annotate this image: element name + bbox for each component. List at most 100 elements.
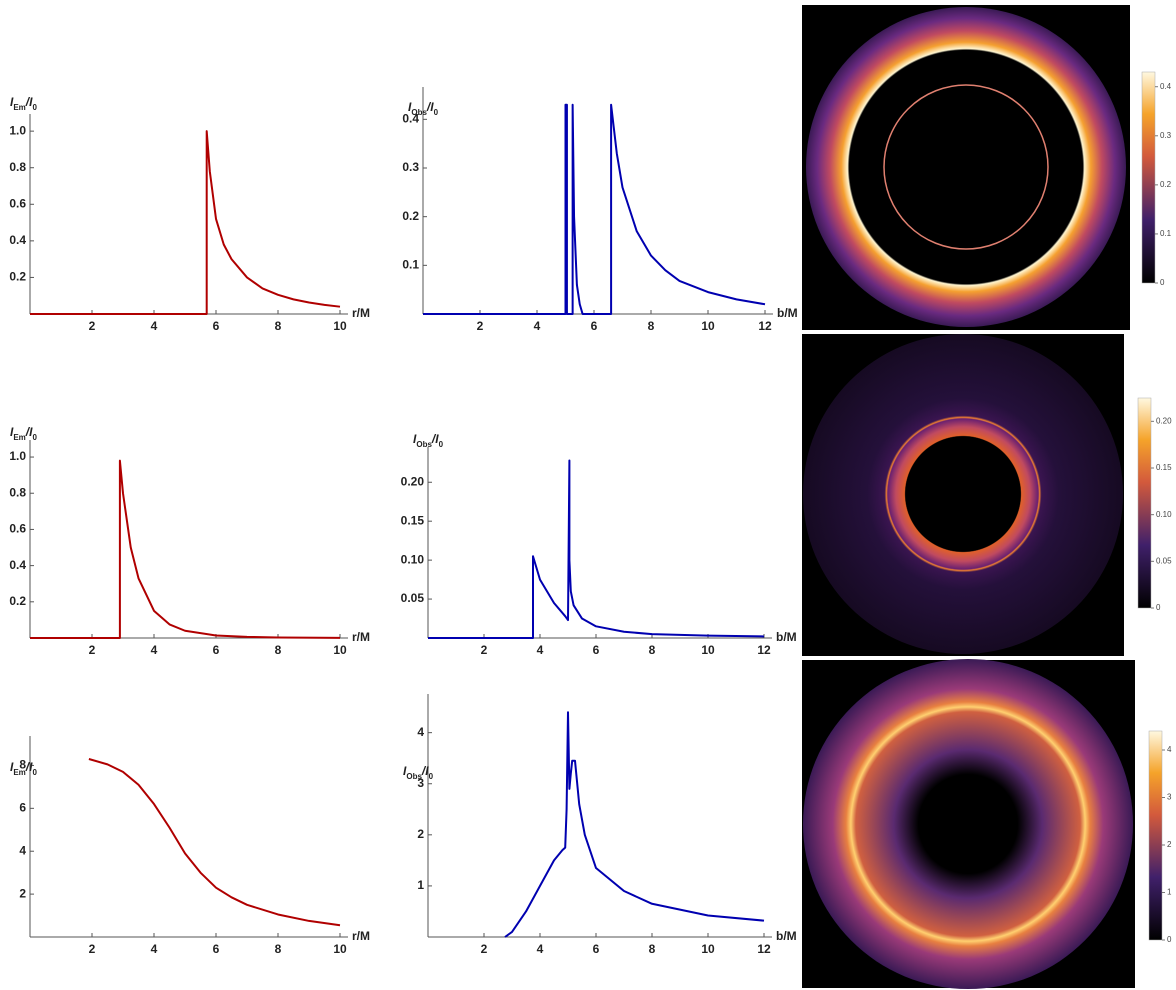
y-tick-label: 0.2 [9, 270, 26, 284]
data-line [88, 758, 341, 927]
y-axis-label-part: 0 [434, 108, 439, 117]
x-tick-label: 8 [649, 942, 656, 956]
x-tick-label: 10 [701, 942, 715, 956]
y-tick-label: 0.4 [9, 558, 26, 572]
x-tick-label: 8 [275, 942, 282, 956]
data-line [30, 130, 341, 315]
x-axis-label: r/M [352, 630, 370, 644]
y-axis-label-part: I [10, 760, 14, 774]
x-axis-label: b/M [776, 630, 797, 644]
x-axis-label: r/M [352, 929, 370, 943]
data-line [423, 103, 766, 315]
y-tick-label: 0.05 [401, 591, 425, 605]
data-line [504, 711, 765, 938]
line-chart: 2 4 6 8 10 0.2 0.4 0.6 0.8 1.0 r/M IEm/I0 [9, 425, 370, 657]
y-tick-label: 8 [19, 758, 26, 772]
x-tick-label: 8 [649, 643, 656, 657]
x-tick-label: 6 [213, 319, 220, 333]
line-chart: 2 4 6 8 10 0.2 0.4 0.6 0.8 1.0 r/M IEm/I0 [9, 95, 370, 333]
x-tick-label: 2 [89, 643, 96, 657]
y-axis-label: IObs/I0 [403, 764, 434, 780]
colorbar-tick-label: 0.20 [1156, 416, 1172, 425]
y-axis-label-part: I [408, 100, 412, 114]
y-axis-label-part: 0 [439, 440, 444, 449]
y-tick-label: 0.2 [402, 209, 419, 223]
y-tick-label: 0.20 [401, 474, 425, 488]
x-tick-label: 12 [758, 319, 772, 333]
y-axis-label-part: I [403, 764, 407, 778]
y-axis-label-part: Obs [411, 108, 427, 117]
colorbar: 0 0.1 0.2 0.3 0.4 [1141, 71, 1172, 287]
y-tick-label: 2 [19, 886, 26, 900]
y-axis-label-part: Obs [416, 440, 432, 449]
y-axis-label-part: I [10, 425, 14, 439]
y-tick-label: 2 [417, 827, 424, 841]
y-tick-label: 3 [417, 776, 424, 790]
colorbar-gradient [1137, 397, 1152, 609]
colorbar-tick-label: 0 [1156, 603, 1161, 612]
y-tick-label: 1.0 [9, 449, 26, 463]
y-axis-label-part: 0 [32, 768, 37, 777]
y-tick-label: 1.0 [9, 123, 26, 137]
data-line [30, 459, 341, 639]
x-tick-label: 4 [151, 643, 158, 657]
x-tick-label: 6 [213, 942, 220, 956]
colorbar-tick-label: 0 [1160, 278, 1165, 287]
x-tick-label: 4 [537, 643, 544, 657]
y-tick-label: 0.10 [401, 552, 425, 566]
colorbar-tick-label: 0.4 [1160, 82, 1172, 91]
y-axis-label-part: /I [25, 95, 33, 109]
y-axis-label: IObs/I0 [413, 432, 444, 448]
y-tick-label: 6 [19, 801, 26, 815]
x-tick-label: 6 [593, 942, 600, 956]
colorbar: 0 1 2 3 4 [1148, 730, 1172, 944]
x-tick-label: 8 [275, 319, 282, 333]
x-tick-label: 2 [481, 643, 488, 657]
y-axis-label-part: 0 [32, 103, 37, 112]
colorbar-tick-label: 0.15 [1156, 463, 1172, 472]
colorbar: 0 0.05 0.10 0.15 0.20 [1137, 397, 1172, 612]
image-panel [802, 659, 1135, 989]
y-tick-label: 4 [417, 725, 424, 739]
colorbar-tick-label: 0.2 [1160, 180, 1172, 189]
y-axis-label-part: 0 [32, 433, 37, 442]
colorbar-tick-label: 0.3 [1160, 131, 1172, 140]
disk-image [803, 659, 1133, 989]
y-axis-label-part: I [413, 432, 417, 446]
x-axis-label: b/M [776, 929, 797, 943]
x-tick-label: 10 [333, 319, 347, 333]
x-axis-label: r/M [352, 306, 370, 320]
y-tick-label: 1 [417, 878, 424, 892]
y-axis-label-part: /I [431, 432, 439, 446]
colorbar-tick-label: 4 [1167, 745, 1172, 754]
photon-ring [883, 84, 1049, 250]
y-axis-label-part: /I [25, 425, 33, 439]
x-axis-label: b/M [777, 306, 798, 320]
colorbar-gradient [1148, 730, 1163, 941]
line-chart: 2 4 6 8 10 12 0.05 0.10 0.15 0.20 b/M IObs/I0 [401, 432, 797, 657]
y-axis-label: IEm/I0 [10, 95, 37, 111]
y-tick-label: 0.1 [402, 258, 419, 272]
y-tick-label: 0.8 [9, 485, 26, 499]
x-tick-label: 10 [333, 643, 347, 657]
x-tick-label: 2 [481, 942, 488, 956]
x-tick-label: 4 [151, 319, 158, 333]
y-axis-label: IEm/I0 [10, 425, 37, 441]
y-tick-label: 0.15 [401, 513, 425, 527]
y-tick-label: 4 [19, 843, 26, 857]
x-tick-label: 6 [593, 643, 600, 657]
colorbar-tick-label: 2 [1167, 840, 1172, 849]
x-tick-label: 2 [89, 319, 96, 333]
y-axis-label-part: /I [25, 760, 33, 774]
y-axis-label-part: I [10, 95, 14, 109]
y-axis-label-part: 0 [429, 772, 434, 781]
y-axis-label-part: /I [426, 100, 434, 114]
y-axis-label-part: Em [13, 103, 25, 112]
x-tick-label: 12 [757, 643, 771, 657]
y-axis-label: IEm/I0 [10, 760, 37, 776]
image-panel [802, 334, 1124, 656]
data-line [428, 459, 765, 639]
line-chart: 2 4 6 8 10 2 4 6 8 r/M IEm/I0 [10, 736, 370, 956]
y-tick-label: 0.2 [9, 594, 26, 608]
